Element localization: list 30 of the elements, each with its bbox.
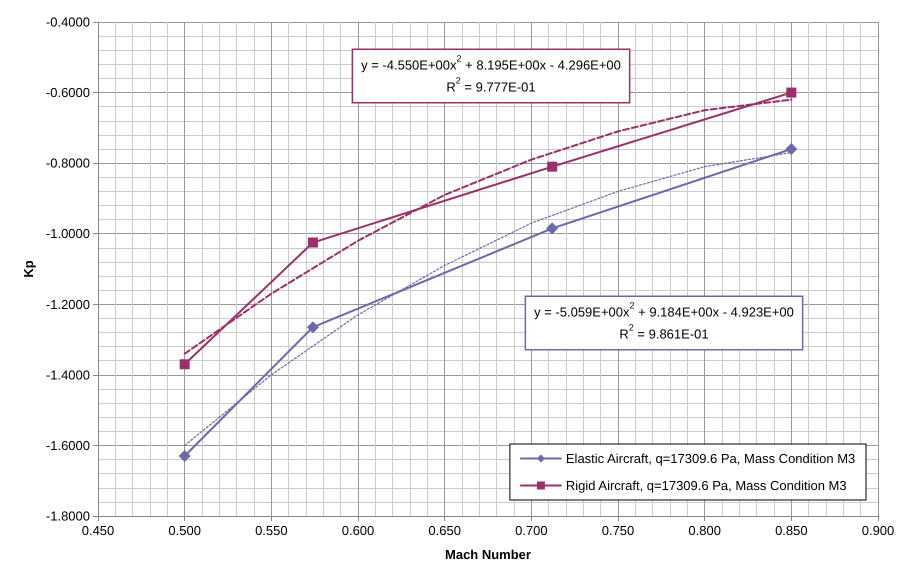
legend-label: Rigid Aircraft, q=17309.6 Pa, Mass Condition M3 bbox=[566, 478, 847, 493]
y-axis-title: Kp bbox=[21, 260, 36, 278]
x-axis-title: Mach Number bbox=[445, 547, 531, 562]
y-tick-label: -1.2000 bbox=[46, 296, 90, 312]
x-tick-label: 0.750 bbox=[602, 523, 634, 538]
point bbox=[785, 143, 798, 156]
point bbox=[178, 450, 191, 462]
x-tick-label: 0.650 bbox=[428, 523, 461, 538]
point bbox=[546, 222, 558, 234]
point bbox=[180, 359, 190, 370]
x-tick-label: 0.500 bbox=[168, 523, 201, 538]
x-tick-label: 0.850 bbox=[775, 523, 808, 538]
y-tick-label: -0.8000 bbox=[46, 156, 90, 171]
x-tick-label: 0.900 bbox=[862, 523, 894, 538]
y-tick-label: -1.6000 bbox=[46, 438, 90, 453]
legend-label: Elastic Aircraft, q=17309.6 Pa, Mass Condition M3 bbox=[566, 451, 856, 466]
x-tick-label: 0.700 bbox=[515, 523, 548, 538]
point bbox=[786, 88, 796, 98]
x-tick-label: 0.550 bbox=[255, 523, 288, 538]
point bbox=[547, 162, 558, 172]
y-tick-label: -0.6000 bbox=[46, 85, 90, 100]
x-tick-label: 0.800 bbox=[688, 523, 721, 538]
x-tick-label: 0.600 bbox=[342, 523, 374, 538]
y-tick-label: -1.0000 bbox=[46, 226, 90, 242]
x-tick-label: 0.450 bbox=[82, 523, 114, 538]
point bbox=[308, 238, 318, 248]
y-tick-label: -1.8000 bbox=[46, 508, 90, 524]
y-tick-label: -1.4000 bbox=[46, 367, 90, 382]
y-tick-label: -0.4000 bbox=[46, 14, 90, 30]
point bbox=[306, 321, 319, 334]
